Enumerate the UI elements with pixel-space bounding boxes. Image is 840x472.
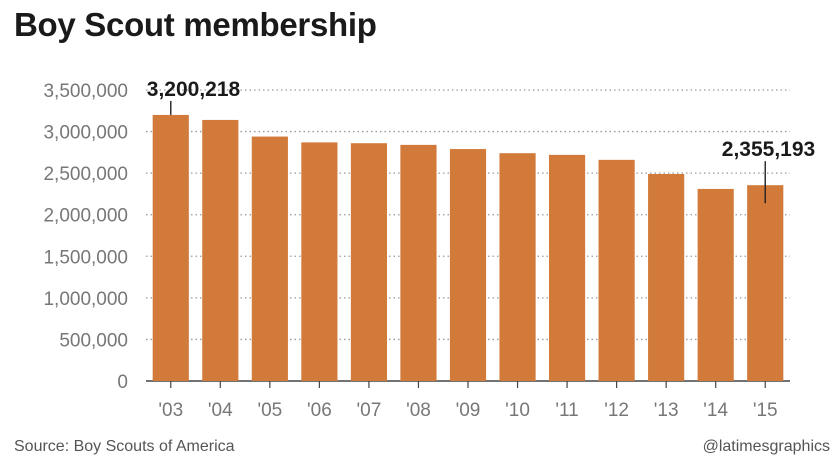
x-tick-label: '03: [158, 400, 183, 421]
x-tick-label: '05: [257, 400, 282, 421]
bar: [648, 173, 685, 381]
bar: [152, 114, 189, 381]
x-tick-label: '14: [703, 400, 728, 421]
y-tick-label: 3,500,000: [43, 81, 128, 102]
x-tick-label: '04: [208, 400, 233, 421]
data-label: 3,200,218: [147, 78, 241, 101]
x-tick-label: '15: [753, 400, 778, 421]
bar: [350, 143, 388, 381]
x-tick-label: '10: [505, 400, 530, 421]
y-tick-label: 1,000,000: [43, 289, 128, 310]
y-tick-label: 3,000,000: [43, 123, 128, 144]
bar: [301, 142, 338, 381]
bar: [202, 119, 239, 381]
chart-title: Boy Scout membership: [14, 6, 377, 43]
data-label: 2,355,193: [722, 138, 815, 161]
bar: [251, 136, 288, 381]
y-tick-label: 0: [117, 372, 128, 393]
y-tick-label: 2,000,000: [43, 206, 128, 227]
bar: [499, 153, 536, 381]
bar: [400, 144, 437, 381]
bar: [548, 154, 586, 381]
x-tick-label: '08: [406, 400, 431, 421]
x-tick-label: '09: [456, 400, 481, 421]
credit-handle: @latimesgraphics: [702, 438, 830, 455]
bar: [598, 159, 635, 381]
source-note: Source: Boy Scouts of America: [14, 438, 235, 455]
bar: [747, 185, 784, 381]
bar: [697, 188, 734, 381]
x-tick-label: '11: [555, 400, 578, 421]
x-tick-label: '07: [357, 400, 382, 421]
y-tick-label: 1,500,000: [43, 247, 128, 268]
y-tick-label: 2,500,000: [43, 164, 128, 185]
bar: [449, 149, 487, 381]
y-tick-label: 500,000: [59, 330, 128, 351]
x-tick-label: '12: [604, 400, 629, 421]
x-tick-label: '13: [654, 400, 679, 421]
x-tick-label: '06: [307, 400, 332, 421]
